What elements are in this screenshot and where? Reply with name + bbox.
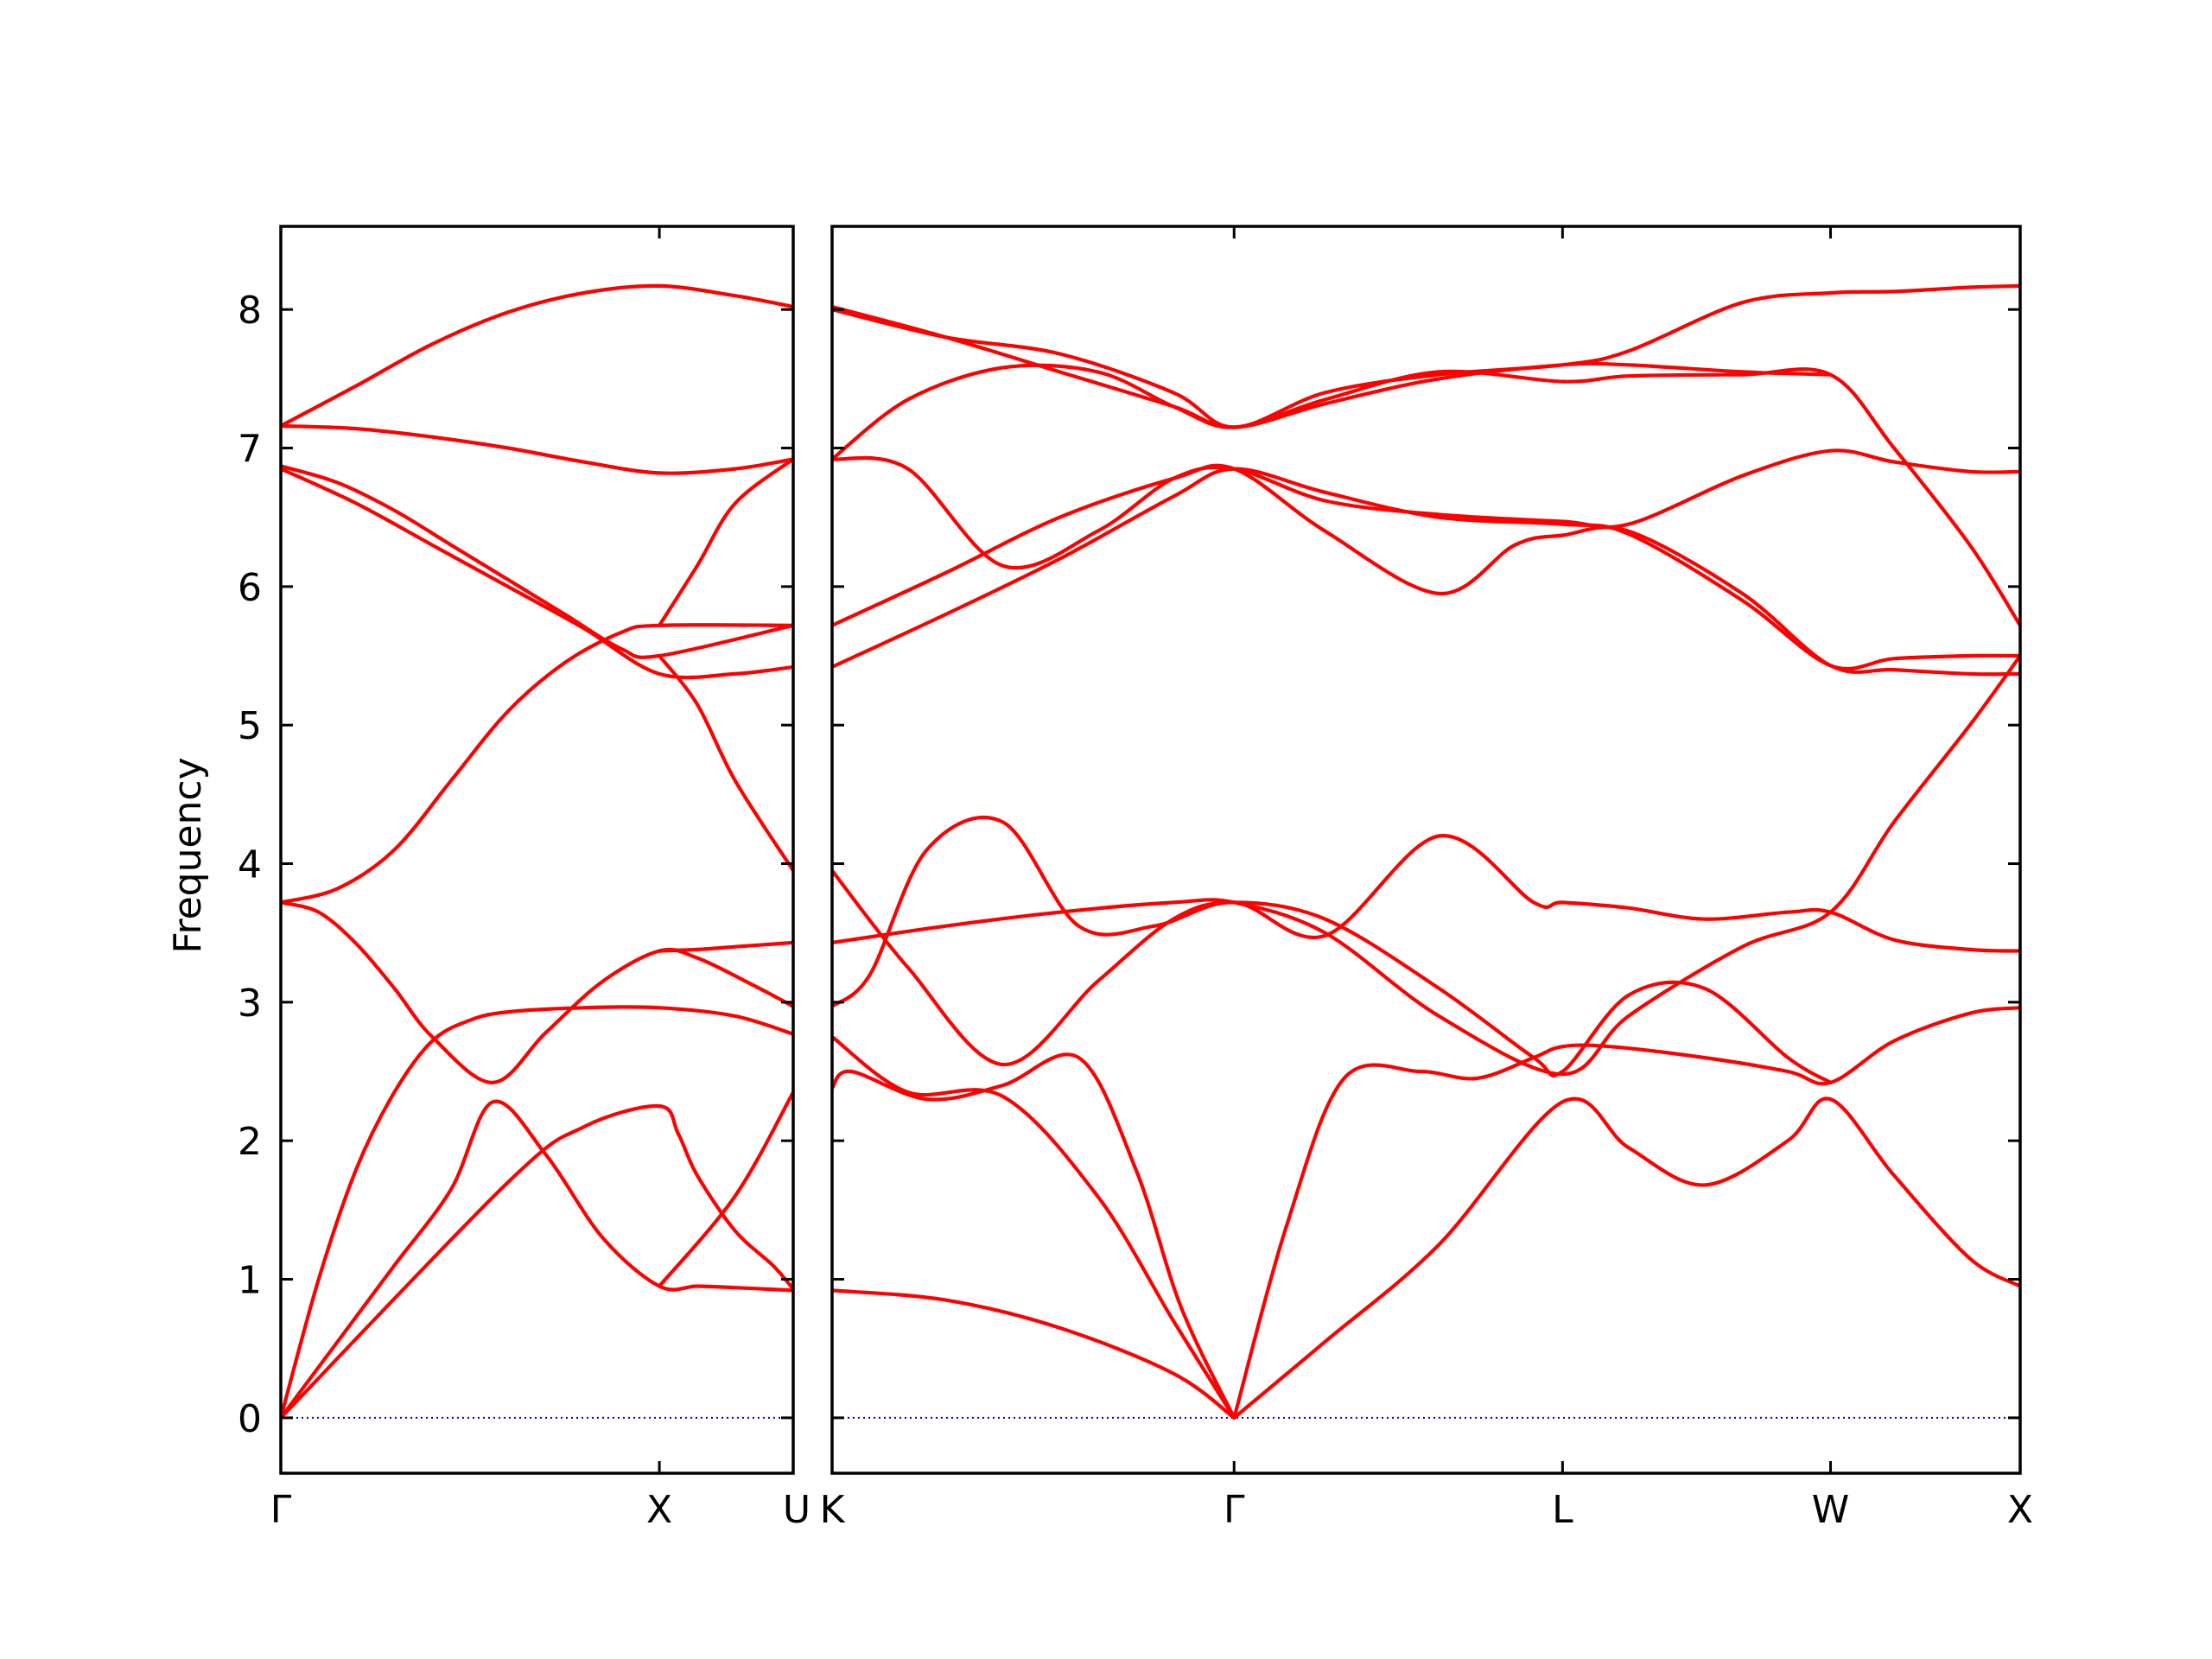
band-line	[281, 283, 793, 428]
band-line	[832, 1052, 1236, 1420]
band-line	[832, 448, 2020, 570]
x-tick-label: Γ	[1224, 1488, 1245, 1532]
x-tick-label: K	[820, 1488, 846, 1532]
band-line	[832, 1034, 1236, 1420]
band-line	[832, 283, 2020, 429]
band-line	[658, 457, 793, 627]
y-tick-label: 5	[238, 704, 262, 748]
band-line	[281, 423, 793, 475]
x-tick-label: L	[1552, 1488, 1573, 1532]
x-tick-label: Γ	[270, 1488, 292, 1532]
x-tick-label: U	[783, 1488, 810, 1532]
band-line	[1232, 1096, 2020, 1420]
plot-frame	[279, 225, 795, 1475]
band-line	[832, 868, 1833, 1084]
y-tick-label: 6	[238, 566, 262, 610]
band-line	[832, 363, 2020, 627]
y-axis-label: Frequency	[166, 757, 210, 953]
band-line	[832, 304, 1833, 429]
band-line	[832, 1288, 1236, 1420]
band-line	[832, 653, 2020, 1077]
band-line	[281, 1099, 793, 1420]
band-line	[281, 1005, 793, 1420]
y-tick-label: 1	[238, 1259, 262, 1303]
bands	[832, 283, 2020, 1420]
x-tick-label: W	[1812, 1488, 1850, 1532]
y-tick-label: 0	[238, 1397, 262, 1441]
y-tick-label: 3	[238, 982, 262, 1026]
y-tick-labels: 0 1 2 3 4 5 6 7 8	[238, 289, 262, 1441]
plot-frame	[830, 225, 2022, 1475]
y-tick-label: 8	[238, 289, 262, 333]
band-line	[832, 467, 2020, 671]
band-line	[832, 463, 2020, 677]
band-line	[658, 1090, 793, 1288]
band-line	[658, 653, 793, 873]
band-line	[281, 623, 793, 905]
bands	[281, 283, 793, 1420]
band-line	[281, 464, 793, 659]
y-tick-label: 2	[238, 1120, 262, 1164]
x-tick-label: X	[646, 1488, 672, 1532]
x-tick-label: X	[2007, 1488, 2033, 1532]
band-line	[658, 940, 793, 953]
y-tick-label: 4	[238, 843, 262, 887]
band-line	[281, 467, 793, 680]
band-line	[281, 900, 793, 1085]
band-line	[1232, 1006, 2020, 1420]
y-tick-label: 7	[238, 428, 262, 472]
band-line	[281, 1103, 793, 1420]
